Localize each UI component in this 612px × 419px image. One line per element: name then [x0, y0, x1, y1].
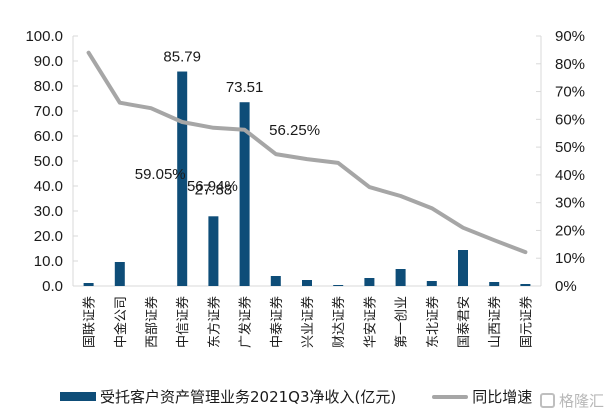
- bar: [333, 285, 344, 286]
- left-tick-label: 90.0: [34, 53, 63, 70]
- left-tick-label: 20.0: [34, 228, 63, 245]
- left-tick-label: 10.0: [34, 253, 63, 270]
- axes: 0.0 10.0 20.0 30.0 40.0 50.0 60.0 70.0 80.0 90.0 1…: [25, 28, 585, 295]
- left-tick-label: 0.0: [42, 278, 63, 295]
- legend-line-label: 同比增速: [472, 388, 533, 406]
- bar: [489, 282, 500, 286]
- right-tick-label: 10%: [555, 250, 585, 267]
- left-tick-label: 50.0: [34, 153, 63, 170]
- left-tick-label: 80.0: [34, 78, 63, 95]
- category-label: 西部证券: [144, 296, 160, 348]
- category-label: 国泰君安: [457, 296, 472, 348]
- category-label: 中泰证券: [269, 296, 285, 348]
- bar: [520, 284, 531, 286]
- bar-data-label: 27.88: [195, 181, 233, 198]
- bar: [426, 281, 437, 286]
- right-tick-label: 70%: [555, 84, 585, 101]
- bar-swatch-icon: [60, 392, 96, 401]
- category-label: 东北证券: [425, 296, 441, 348]
- data-labels: 85.79 27.88 73.51 59.05%56.94% 56.25%: [135, 49, 320, 199]
- category-label: 第一创业: [395, 296, 410, 348]
- category-label: 中金公司: [113, 296, 129, 348]
- watermark-logo-icon: [539, 393, 555, 408]
- bar: [83, 283, 94, 286]
- bar: [395, 269, 406, 286]
- line-swatch-icon: [432, 394, 469, 399]
- bar: [458, 250, 468, 286]
- right-tick-label: 30%: [555, 195, 585, 212]
- line-data-label: 56.25%: [269, 122, 320, 139]
- right-tick-label: 40%: [555, 167, 585, 184]
- bar: [364, 278, 375, 286]
- right-tick-label: 60%: [555, 111, 585, 128]
- category-label: 中信证券: [175, 296, 191, 348]
- watermark: 格隆汇: [539, 390, 604, 411]
- legend: 受托客户资产管理业务2021Q3净收入(亿元) 同比增速: [60, 386, 568, 407]
- right-tick-label: 50%: [555, 139, 585, 156]
- bar: [302, 280, 312, 286]
- growth-line: [86, 50, 528, 255]
- category-label: 财达证券: [331, 296, 347, 348]
- watermark-text: 格隆汇: [558, 392, 604, 410]
- category-label: 兴业证券: [300, 296, 316, 348]
- bar: [270, 276, 281, 286]
- legend-item-line: 同比增速: [432, 386, 532, 407]
- bar: [177, 71, 188, 287]
- bar-data-label: 85.79: [163, 49, 201, 66]
- right-tick-label: 90%: [555, 28, 585, 45]
- legend-bar-label: 受托客户资产管理业务2021Q3净收入(亿元): [100, 388, 397, 406]
- line-series: [86, 50, 528, 255]
- right-tick-label: 20%: [555, 222, 585, 239]
- left-tick-label: 60.0: [34, 128, 63, 145]
- category-label: 山西证券: [487, 296, 503, 348]
- category-label: 华安证券: [362, 296, 378, 348]
- category-labels: 国联证券 中金公司 西部证券 中信证券 东方证券 广发证券 中泰证券 兴业证券 财达证券 华安证券…: [82, 296, 535, 348]
- bar-series: [83, 71, 531, 287]
- left-tick-label: 100.0: [25, 28, 63, 45]
- category-label: 国元证券: [518, 296, 534, 348]
- bar: [239, 102, 250, 286]
- left-tick-label: 70.0: [34, 103, 63, 120]
- bar: [114, 262, 125, 286]
- bar: [208, 216, 219, 286]
- category-label: 广发证券: [238, 296, 254, 348]
- left-tick-label: 30.0: [34, 203, 63, 220]
- bar-data-label: 73.51: [226, 79, 264, 96]
- right-tick-label: 80%: [555, 56, 585, 73]
- line-data-label: 56.94%: [187, 178, 238, 195]
- legend-item-bar: 受托客户资产管理业务2021Q3净收入(亿元): [60, 386, 396, 407]
- category-label: 国联证券: [82, 296, 98, 348]
- left-tick-label: 40.0: [34, 178, 63, 195]
- line-data-label: 59.05%: [135, 166, 186, 183]
- category-label: 东方证券: [206, 296, 222, 348]
- right-tick-label: 0%: [555, 278, 577, 295]
